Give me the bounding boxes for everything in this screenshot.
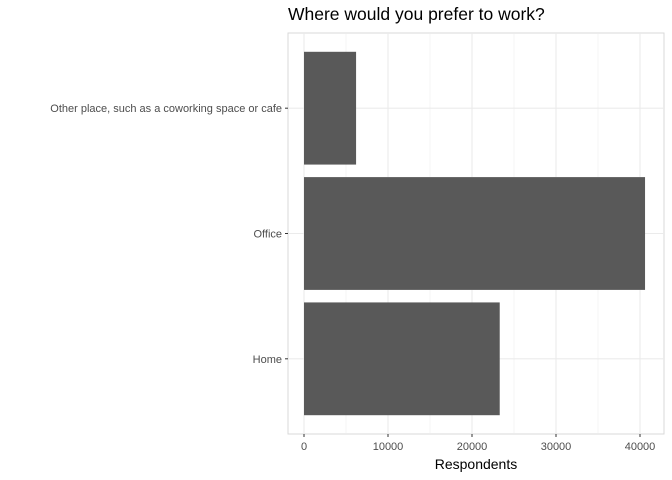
x-tick-label: 20000	[457, 441, 488, 453]
x-tick-label: 0	[301, 441, 307, 453]
y-tick-label: Other place, such as a coworking space o…	[50, 103, 282, 115]
bars	[304, 51, 646, 416]
chart-title: Where would you prefer to work?	[288, 4, 545, 24]
bar	[304, 177, 646, 290]
y-tick-label: Office	[253, 229, 282, 241]
bar	[304, 51, 357, 165]
x-tick-label: 30000	[541, 441, 572, 453]
y-tick-label: Home	[253, 354, 282, 366]
x-tick-label: 40000	[625, 441, 656, 453]
x-axis: 0 10000 20000 30000 40000	[301, 434, 655, 453]
y-axis: Home Office Other place, such as a coworki…	[50, 103, 288, 366]
x-tick-label: 10000	[373, 441, 404, 453]
bar	[304, 302, 500, 416]
x-axis-title: Respondents	[435, 456, 518, 472]
